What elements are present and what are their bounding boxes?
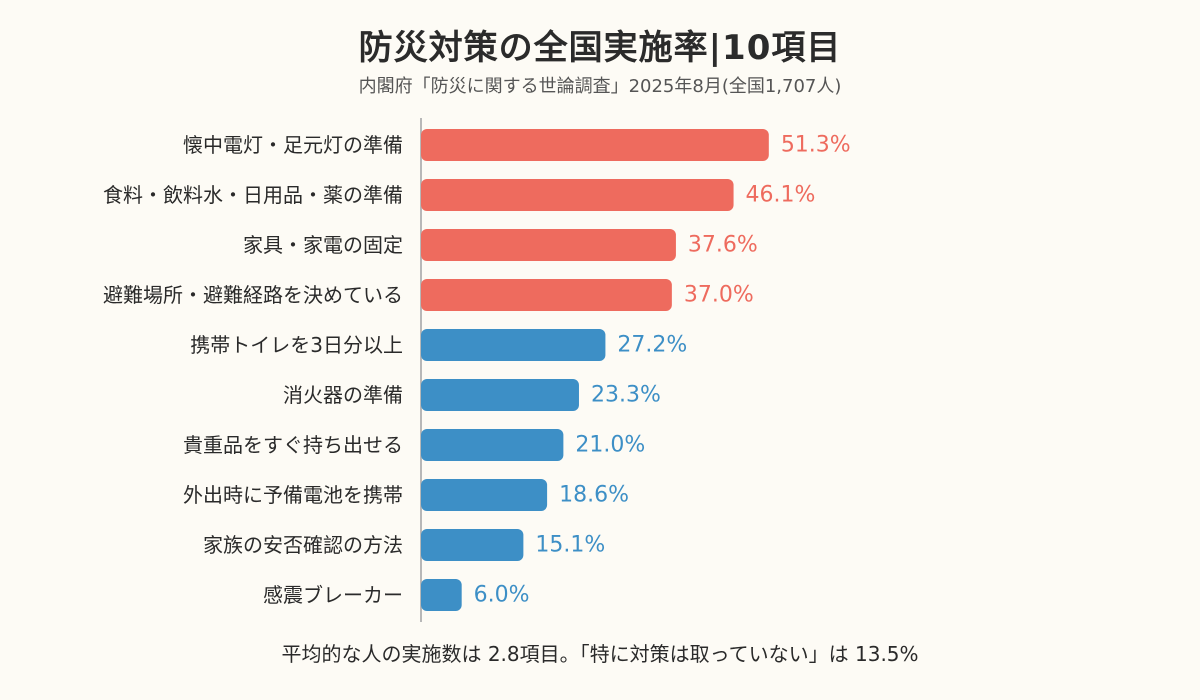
category-label: 避難場所・避難経路を決めている bbox=[103, 283, 403, 307]
category-label: 貴重品をすぐ持ち出せる bbox=[183, 433, 403, 457]
chart-subtitle: 内閣府「防災に関する世論調査」2025年8月(全国1,707人) bbox=[358, 76, 842, 97]
category-label: 携帯トイレを3日分以上 bbox=[190, 333, 403, 357]
bar bbox=[421, 279, 672, 311]
category-label: 感震ブレーカー bbox=[263, 583, 403, 607]
value-label: 27.2% bbox=[617, 333, 687, 358]
category-label: 懐中電灯・足元灯の準備 bbox=[183, 133, 403, 157]
value-label: 23.3% bbox=[591, 383, 661, 408]
value-label: 18.6% bbox=[559, 483, 629, 508]
bar bbox=[421, 329, 606, 361]
category-label: 消火器の準備 bbox=[283, 383, 403, 407]
bar bbox=[421, 579, 462, 611]
value-label: 37.0% bbox=[684, 283, 754, 308]
bar bbox=[421, 379, 579, 411]
bar bbox=[421, 429, 564, 461]
bar bbox=[421, 179, 734, 211]
bar bbox=[421, 529, 524, 561]
category-label: 外出時に予備電池を携帯 bbox=[183, 483, 403, 507]
category-label: 家族の安否確認の方法 bbox=[203, 533, 403, 557]
chart-title: 防災対策の全国実施率|10項目 bbox=[358, 28, 842, 68]
value-label: 6.0% bbox=[474, 583, 530, 608]
category-label: 食料・飲料水・日用品・薬の準備 bbox=[103, 183, 403, 207]
value-label: 15.1% bbox=[535, 533, 605, 558]
chart-footnote: 平均的な人の実施数は 2.8項目。「特に対策は取っていない」は 13.5% bbox=[281, 642, 919, 666]
value-label: 37.6% bbox=[688, 233, 758, 258]
value-label: 51.3% bbox=[781, 133, 851, 158]
value-label: 46.1% bbox=[746, 183, 816, 208]
bar bbox=[421, 479, 548, 511]
category-label: 家具・家電の固定 bbox=[243, 233, 403, 257]
bar bbox=[421, 129, 769, 161]
value-label: 21.0% bbox=[575, 433, 645, 458]
bar bbox=[421, 229, 676, 261]
